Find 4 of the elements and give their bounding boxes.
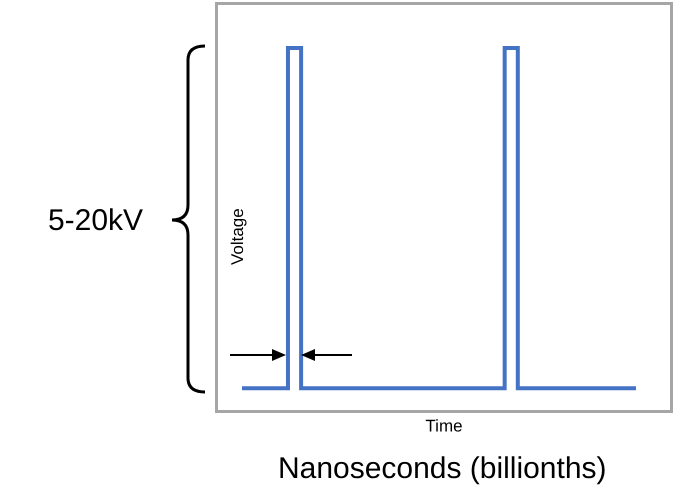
y-axis-title: Voltage <box>228 208 247 265</box>
x-axis-title: Time <box>425 416 463 436</box>
text: 5-20kV <box>48 204 144 237</box>
text: Nanoseconds (billionths) <box>278 452 607 485</box>
